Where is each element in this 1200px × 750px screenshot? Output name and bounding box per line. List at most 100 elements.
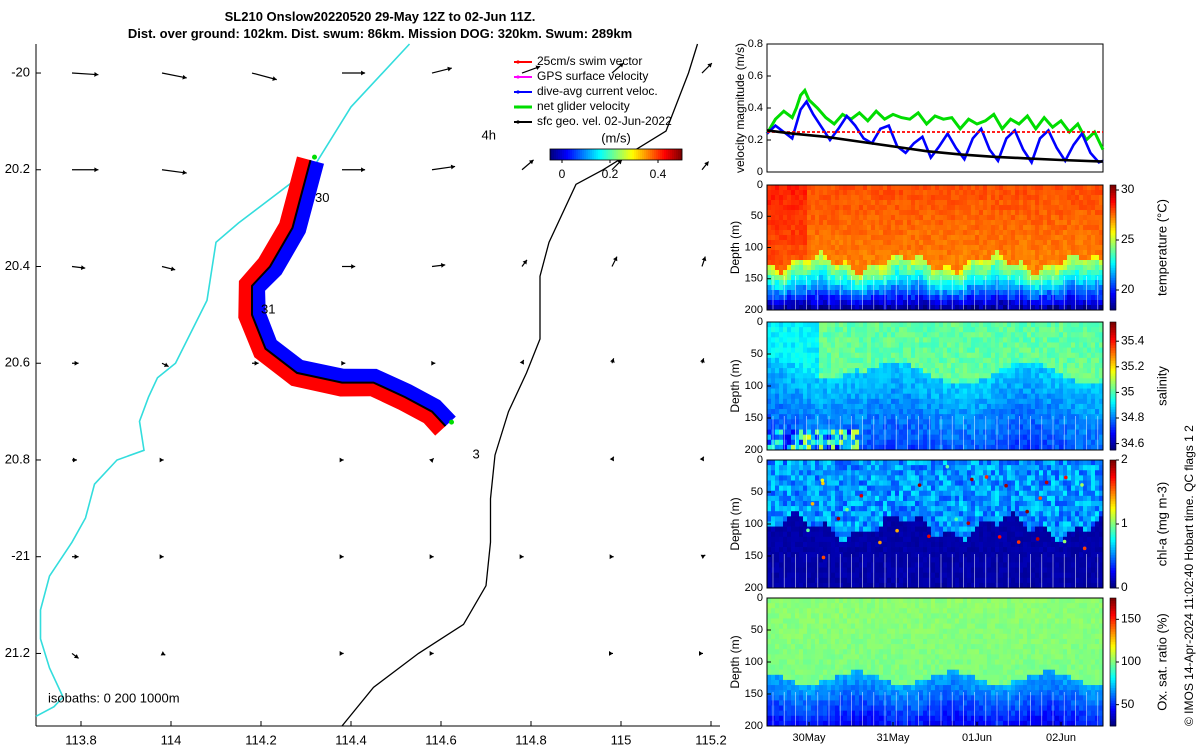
velocity-ylabel: velocity magnitude (m/s) [733,43,747,173]
track-time-label: 31 [261,301,275,316]
depth-tick-label: 200 [745,304,763,316]
colorbar-tick-label: 20 [1121,282,1135,296]
legend-entry: dive-avg current veloc. [537,84,658,98]
depth-tick-label: 0 [757,454,763,466]
colorbar-label: chl-a (mg m-3) [1154,482,1169,567]
depth-tick-label: 100 [745,656,763,668]
track-time-label: 3 [473,447,480,462]
legend-entry: 25cm/s swim vector [537,54,642,68]
depth-tick-label: 150 [745,412,763,424]
colorbar-tick-label: 0.2 [602,167,619,181]
depth-ylabel: Depth (m) [728,359,742,412]
colorbar-label: temperature (°C) [1154,199,1169,296]
sfc-geo-velocity-vector [161,651,166,655]
sfc-geo-velocity-vector [432,67,452,73]
depth-tick-label: 50 [751,210,763,222]
legend-entry: sfc geo. vel. 02-Jun-2022 [537,114,672,128]
depth-tick-label: 150 [745,688,763,700]
colorbar-tick-label: 35 [1121,385,1135,399]
sfc-geo-velocity-vector [702,257,707,267]
sfc-geo-velocity-vector [72,653,79,658]
sfc-geo-velocity-vector [610,554,614,559]
sfc-geo-velocity-vector [160,554,164,559]
colorbar-tick-label: 25 [1121,232,1135,246]
sfc-geo-velocity-vector [72,265,85,270]
map-y-tick-label: -20 [11,64,30,79]
velocity-tick-label: 0.2 [748,134,763,146]
sfc-geo-velocity-vector [162,363,169,367]
sfc-geo-velocity-vector [252,73,277,81]
sfc-geo-velocity-vector [609,651,613,656]
depth-tick-label: 100 [745,241,763,253]
velocity-tick-label: 0.4 [748,102,763,114]
sfc-geo-velocity-vector [430,554,434,559]
legend-entry: GPS surface velocity [537,69,648,83]
net-glider-velocity-end [449,420,454,425]
footer-stamp: © IMOS 14-Apr-2024 11:02:40 Hobart time.… [1182,425,1196,726]
colorbar-tick-label: 50 [1121,697,1135,711]
map-y-tick-label: 21.2 [5,645,30,660]
map-x-tick-label: 114.8 [515,732,547,747]
date-tick-label: 02Jun [1046,732,1076,744]
figure-canvas: 113.8 114 114.2 114.4 114.6 114.8 115 115.2-202… [0,0,1200,750]
map-x-tick-label: 114.2 [245,732,277,747]
sfc-geo-velocity-vector [702,63,712,73]
sfc-geo-velocity-vector [72,167,98,172]
sfc-geo-velocity-vector [72,72,98,77]
sfc-geo-velocity-vector [431,361,435,366]
sfc-geo-velocity-vector [342,264,355,269]
depth-ylabel: Depth (m) [728,635,742,688]
sfc-geo-velocity-vector [72,458,77,463]
colorbar-tick-label: 1 [1121,516,1128,530]
depth-tick-label: 150 [745,550,763,562]
sfc-geo-velocity-vector [340,554,344,559]
depth-tick-label: 150 [745,273,763,285]
colorbar-tick-label: 34.8 [1121,410,1145,424]
sfc-geo-velocity-vector [160,458,164,463]
map-x-tick-label: 113.8 [65,732,97,747]
track-time-label: 4h [482,127,496,142]
sfc-geo-velocity-vector [699,651,703,656]
colorbar-tick-label: 100 [1121,654,1141,668]
legend-entry: net glider velocity [537,99,630,113]
colorbar-tick-label: 2 [1121,452,1128,466]
map-x-tick-label: 114.6 [425,732,457,747]
colorbar-label: salinity [1154,366,1169,406]
map-y-tick-label: 20.2 [5,161,30,176]
depth-tick-label: 0 [757,179,763,191]
sfc-geo-velocity-vector [520,554,524,559]
sfc-geo-velocity-vector [162,170,187,175]
depth-ylabel: Depth (m) [728,221,742,274]
depth-tick-label: 50 [751,486,763,498]
sfc-geo-velocity-vector [700,457,704,462]
map-x-tick-label: 115 [611,732,632,747]
colorbar-tick-label: 35.2 [1121,359,1145,373]
colorbar-tick-label: 0.4 [650,167,667,181]
depth-tick-label: 50 [751,348,763,360]
colorbar-label: Ox. sat. ratio (%) [1154,613,1169,711]
map-x-tick-label: 114.4 [335,732,367,747]
date-tick-label: 30May [792,732,826,744]
depth-tick-label: 0 [757,316,763,328]
speed-colorbar: (m/s)0 0.2 0.4 [550,130,682,181]
sfc-geo-velocity-vector [700,358,705,363]
sfc-geo-velocity-vector [429,458,434,463]
map-y-tick-label: 20.6 [5,355,30,370]
sfc-geo-velocity-vector [612,257,617,267]
isobaths-note: isobaths: 0 200 1000m [48,690,180,705]
map-x-tick-label: 115.2 [695,732,727,747]
sfc-geo-velocity-vector [432,165,455,170]
sfc-geo-velocity-vector [522,160,534,170]
sfc-geo-velocity-vector [342,71,365,76]
map-panel: 113.8 114 114.2 114.4 114.6 114.8 115 115.2-202… [5,44,727,747]
sfc-geo-velocity-vector [341,361,345,366]
depth-tick-label: 200 [745,720,763,732]
colorbar-tick-label: 34.6 [1121,436,1145,450]
track-time-label: 30 [315,190,329,205]
date-tick-label: 01Jun [962,732,992,744]
